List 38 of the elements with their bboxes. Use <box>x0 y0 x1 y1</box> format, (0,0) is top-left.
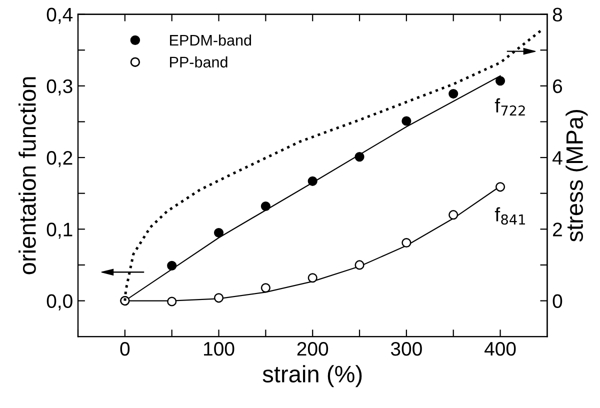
annotation: f$_{722}$ <box>494 98 525 116</box>
y2-tick-label: 8 <box>552 8 562 22</box>
point <box>308 273 318 283</box>
point <box>354 152 364 162</box>
point <box>495 182 506 192</box>
point <box>448 88 458 99</box>
x-tick-label: 200 <box>297 342 328 356</box>
point <box>402 116 412 126</box>
y2-tick-label: 0 <box>552 294 562 308</box>
point <box>448 210 458 220</box>
y2-tick-label: 4 <box>552 151 562 165</box>
point <box>167 260 177 270</box>
x-tick-label: 300 <box>390 342 422 356</box>
y2-tick-label: 6 <box>553 79 562 94</box>
x-tick-label: 400 <box>484 342 516 356</box>
x-tick-label: 0 <box>120 342 130 356</box>
point <box>402 238 412 248</box>
y2-tick-label: 2 <box>553 222 562 236</box>
legend-label: PP-band <box>170 56 228 68</box>
point <box>214 293 224 303</box>
point <box>308 176 318 186</box>
point <box>495 76 506 86</box>
x-tick-label: 100 <box>204 342 234 356</box>
point <box>214 228 224 238</box>
y-tick-label: 0,3 <box>46 79 72 96</box>
annotation: f$_{841}$ <box>494 207 525 225</box>
y-tick-label: 0,4 <box>46 8 73 24</box>
y-tick-label: 0,1 <box>46 222 72 239</box>
x-axis-title: strain (%) <box>262 365 362 388</box>
point <box>354 260 364 270</box>
point <box>260 201 270 212</box>
point <box>167 296 177 306</box>
y-tick-label: 0,2 <box>46 151 72 168</box>
y2-axis-title: stress (MPa) <box>566 110 588 242</box>
y-tick-label: 0,0 <box>46 294 72 310</box>
point <box>260 283 270 293</box>
y-axis-title: orientation function <box>18 77 36 274</box>
legend-label: EPDM-band <box>170 34 252 46</box>
